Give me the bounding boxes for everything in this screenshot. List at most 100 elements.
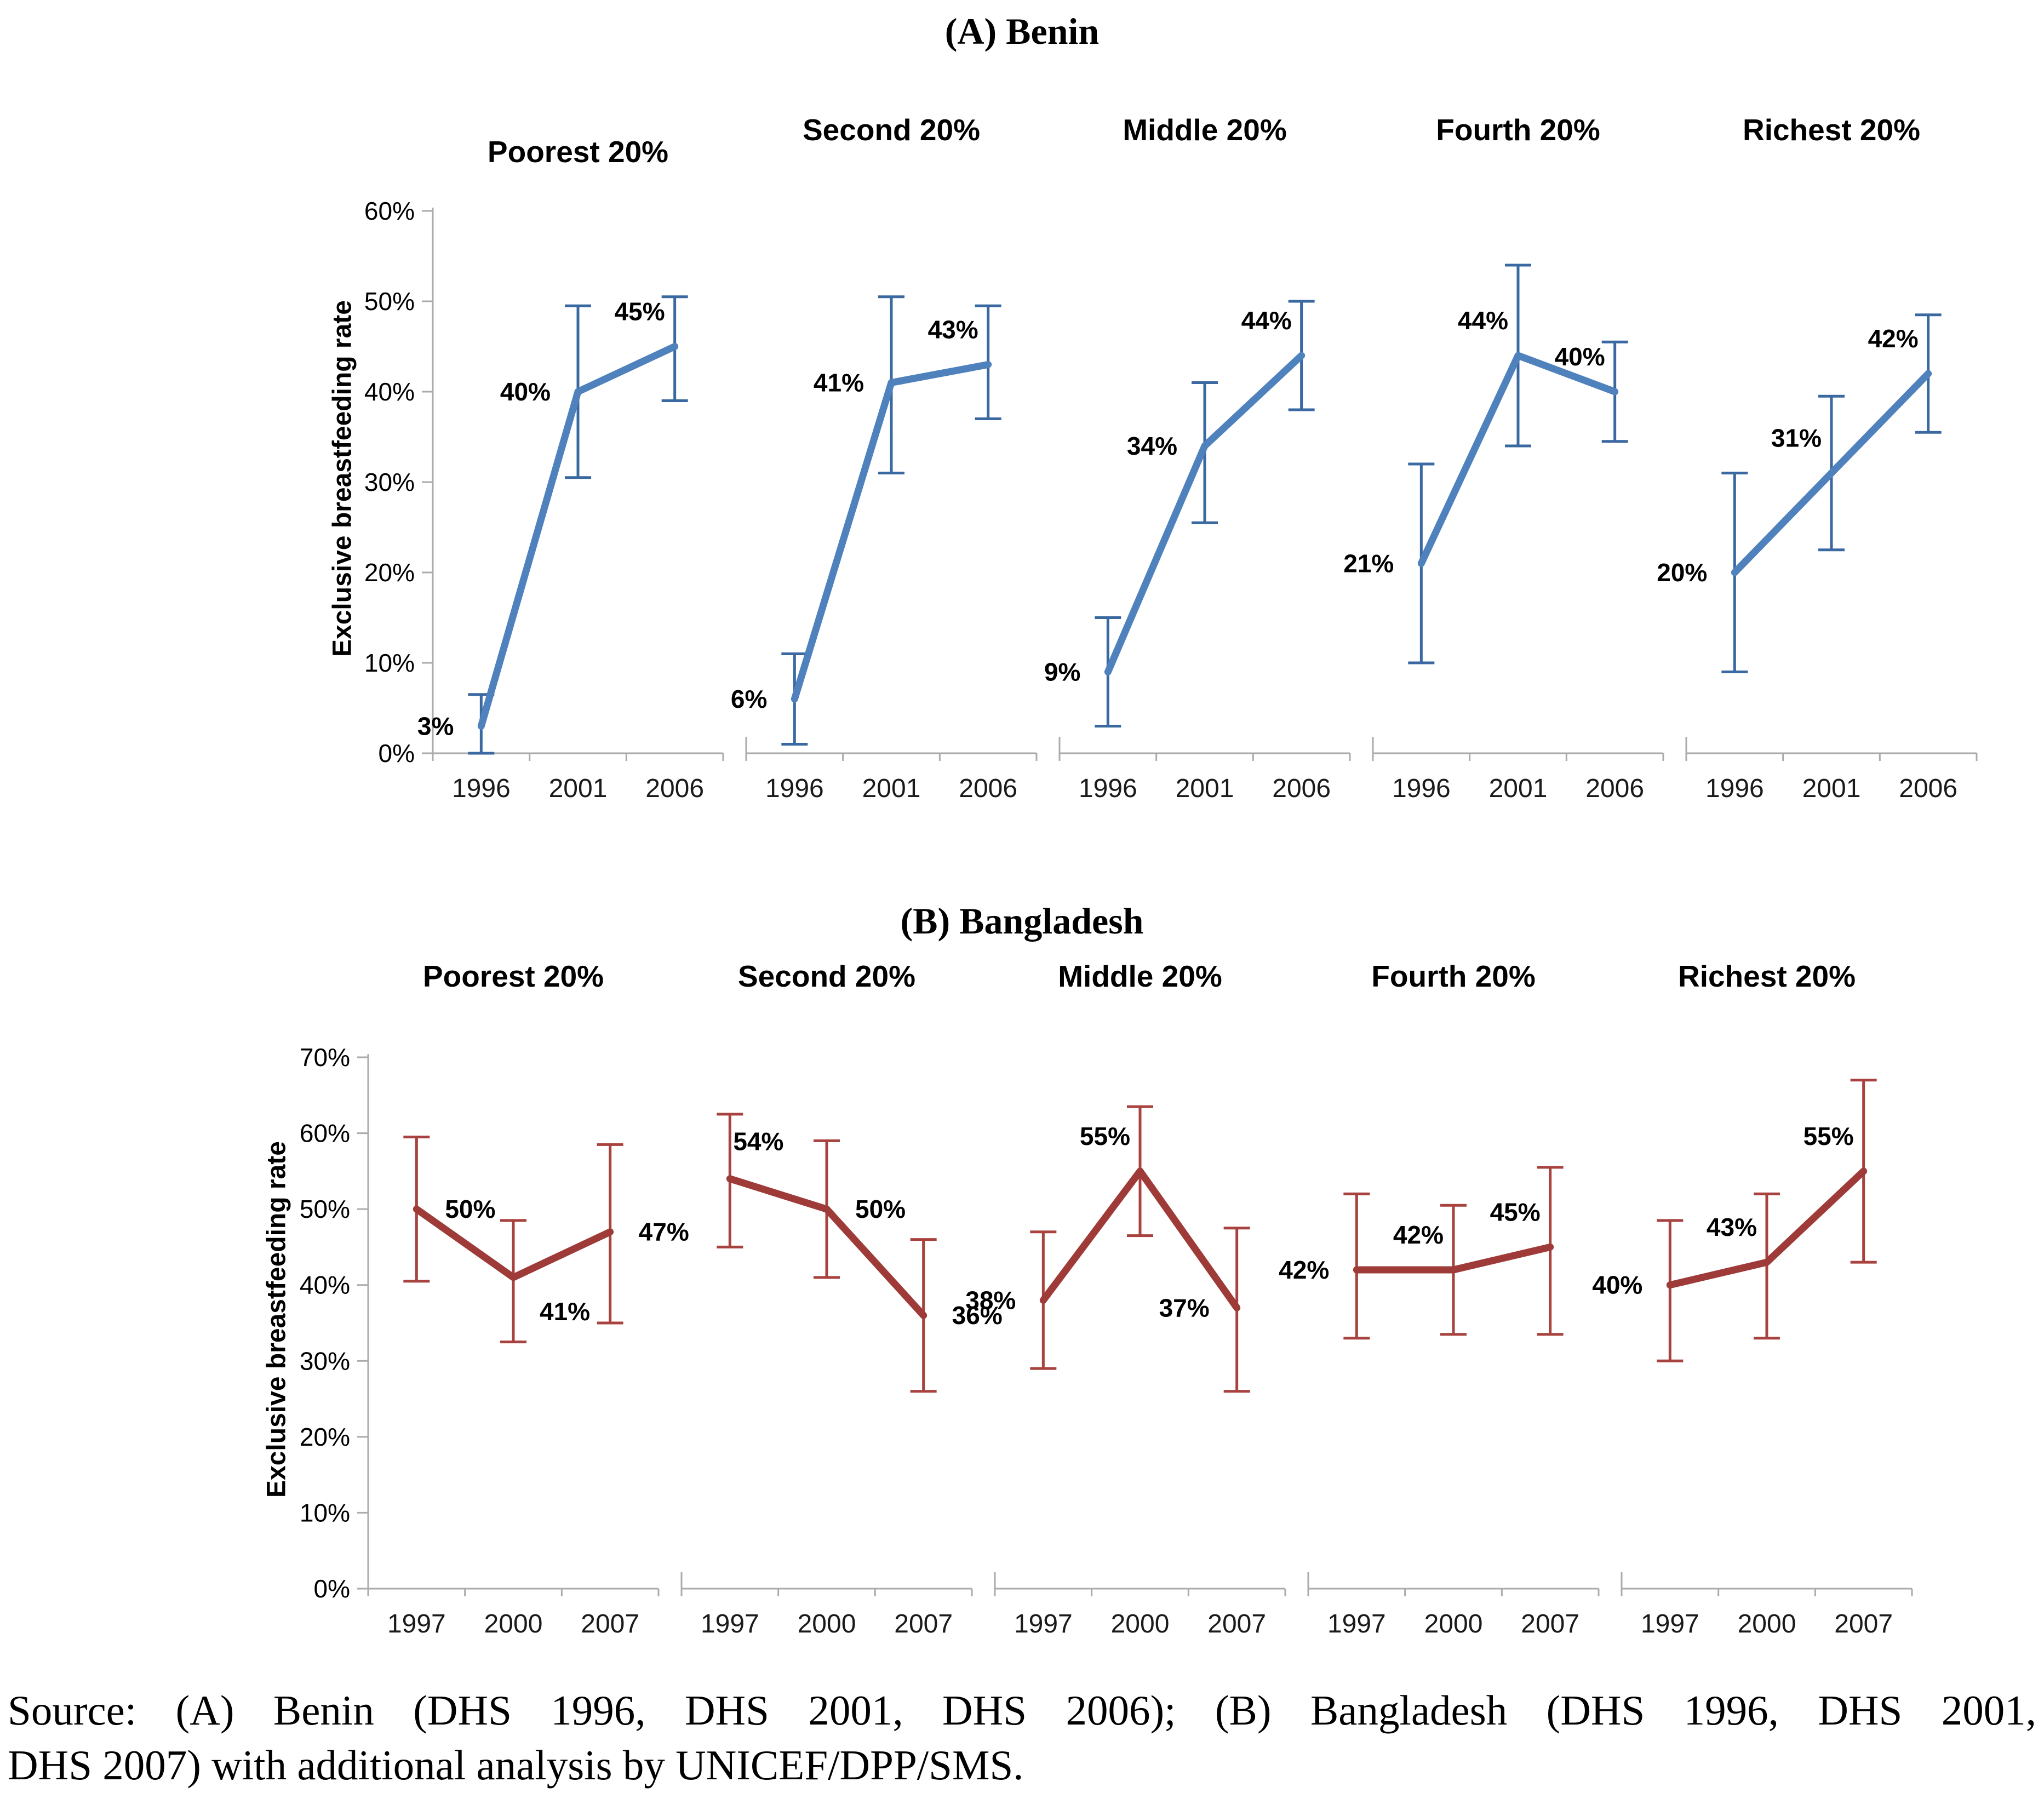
x-tick-label: 1996	[1705, 774, 1764, 803]
data-label: 47%	[639, 1218, 689, 1246]
x-tick-label: 1997	[1014, 1609, 1073, 1639]
column-title-b-middle-20: Middle 20%	[1058, 959, 1222, 993]
data-label: 44%	[1241, 306, 1292, 335]
x-tick-label: 2001	[1802, 774, 1861, 803]
column-title-b-second-20: Second 20%	[737, 959, 915, 993]
data-label: 40%	[500, 377, 551, 406]
chart-a-poorest-20: 1996 2001 2006 3% 40% 45%	[417, 295, 724, 803]
data-label: 6%	[731, 685, 767, 713]
y-tick-label: 10%	[364, 649, 415, 677]
column-title-b-richest-20: Richest 20%	[1677, 959, 1856, 993]
chart-b-richest-20: 1997 2000 2007 40% 43% 55%	[1592, 1079, 1913, 1639]
y-tick-label: 60%	[364, 197, 415, 225]
data-label: 55%	[1803, 1122, 1854, 1150]
x-tick-label: 2006	[645, 774, 704, 803]
panel-b-title: (B) Bangladesh	[900, 900, 1144, 942]
chart-b-middle-20: 1997 2000 2007 38% 55% 37%	[965, 1105, 1286, 1639]
panel-a-title: (A) Benin	[944, 10, 1100, 52]
data-label: 44%	[1458, 306, 1508, 335]
trend-line	[1039, 1167, 1241, 1311]
data-label: 42%	[1868, 324, 1919, 353]
x-tick-label: 1997	[387, 1609, 446, 1639]
x-tick-label: 2000	[1424, 1609, 1483, 1639]
column-title-b-poorest-20: Poorest 20%	[422, 959, 604, 993]
data-label: 40%	[1555, 342, 1605, 371]
y-tick-label: 40%	[364, 377, 415, 406]
x-tick-label: 2006	[1585, 774, 1644, 803]
y-tick-label: 70%	[300, 1043, 350, 1072]
x-tick-label: 2006	[959, 774, 1017, 803]
x-tick-label: 2006	[1899, 774, 1957, 803]
y-tick-label: 30%	[300, 1347, 350, 1375]
x-tick-label: 1996	[1079, 774, 1137, 803]
column-title-a-poorest-20: Poorest 20%	[487, 135, 669, 169]
trend-line	[1731, 370, 1932, 576]
x-tick-label: 1997	[701, 1609, 759, 1639]
trend-line	[477, 343, 679, 730]
data-label: 21%	[1343, 549, 1394, 578]
data-label: 54%	[733, 1127, 783, 1156]
data-label: 42%	[1393, 1221, 1444, 1249]
x-tick-label: 2007	[581, 1609, 639, 1639]
chart-b-fourth-20: 1997 2000 2007 42% 42% 45%	[1279, 1166, 1600, 1639]
data-label: 31%	[1771, 424, 1822, 452]
source-note: Source: (A) Benin (DHS 1996, DHS 2001, D…	[8, 1683, 2036, 1792]
x-tick-label: 2001	[862, 774, 921, 803]
y-tick-label: 50%	[364, 287, 415, 316]
data-label: 41%	[814, 369, 864, 397]
data-label: 41%	[540, 1297, 590, 1326]
y-tick-label: 0%	[379, 739, 415, 767]
x-tick-label: 1996	[1392, 774, 1451, 803]
data-label: 50%	[855, 1195, 906, 1223]
data-label: 55%	[1080, 1122, 1130, 1150]
data-label: 36%	[952, 1301, 1003, 1330]
x-tick-label: 2001	[1489, 774, 1548, 803]
x-tick-label: 1997	[1327, 1609, 1386, 1639]
data-label: 38%	[965, 1286, 1016, 1314]
data-label: 43%	[1707, 1213, 1757, 1241]
y-tick-label: 20%	[364, 558, 415, 587]
data-label: 50%	[445, 1195, 495, 1223]
x-tick-label: 2001	[1176, 774, 1234, 803]
x-tick-label: 2007	[894, 1609, 953, 1639]
trend-line	[413, 1205, 614, 1281]
data-label: 34%	[1127, 432, 1177, 460]
x-tick-label: 2000	[1111, 1609, 1170, 1639]
data-label: 43%	[928, 316, 978, 344]
trend-line	[1417, 352, 1619, 567]
trend-line	[1353, 1243, 1554, 1274]
chart-a-fourth-20: 1996 2001 2006 21% 44% 40%	[1343, 263, 1664, 803]
chart-a-richest-20: 1996 2001 2006 20% 31% 42%	[1657, 313, 1978, 803]
y-tick-label: 40%	[300, 1271, 350, 1299]
x-tick-label: 1997	[1641, 1609, 1699, 1639]
x-tick-label: 2000	[484, 1609, 543, 1639]
y-tick-label: 50%	[300, 1195, 350, 1223]
column-title-a-fourth-20: Fourth 20%	[1436, 113, 1600, 147]
x-tick-label: 2007	[1521, 1609, 1579, 1639]
data-label: 37%	[1159, 1293, 1210, 1322]
source-line-2: DHS 2007) with additional analysis by UN…	[8, 1742, 1024, 1789]
trend-line	[791, 361, 992, 703]
x-tick-label: 2001	[549, 774, 608, 803]
column-title-a-second-20: Second 20%	[802, 113, 980, 147]
chart-b-second-20: 1997 2000 2007 54% 50% 36%	[680, 1113, 1003, 1639]
source-line-1: Source: (A) Benin (DHS 1996, DHS 2001, D…	[8, 1687, 2036, 1734]
x-tick-label: 2007	[1207, 1609, 1266, 1639]
x-tick-label: 2007	[1834, 1609, 1893, 1639]
x-tick-label: 2000	[1738, 1609, 1796, 1639]
column-title-a-middle-20: Middle 20%	[1123, 113, 1287, 147]
x-tick-label: 1996	[765, 774, 824, 803]
y-tick-label: 20%	[300, 1423, 350, 1451]
trend-line	[1104, 352, 1306, 675]
chart-b-poorest-20: 1997 2000 2007 50% 41% 47%	[367, 1136, 689, 1639]
data-label: 45%	[615, 297, 665, 326]
data-label: 45%	[1490, 1198, 1541, 1226]
column-title-b-fourth-20: Fourth 20%	[1371, 959, 1536, 993]
chart-a-second-20: 1996 2001 2006 6% 41% 43%	[731, 295, 1038, 803]
y-tick-label: 10%	[300, 1498, 350, 1527]
data-label: 3%	[417, 712, 454, 741]
chart-a-middle-20: 1996 2001 2006 9% 34% 44%	[1044, 300, 1351, 803]
